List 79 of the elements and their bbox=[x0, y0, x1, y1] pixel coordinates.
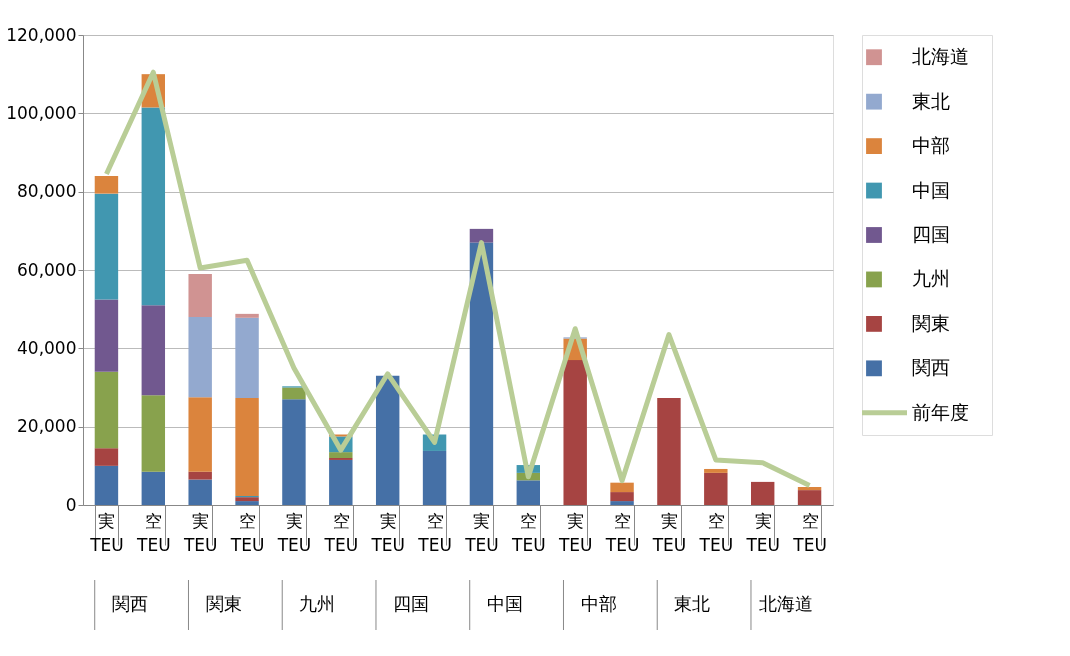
bar bbox=[235, 317, 259, 399]
bar bbox=[329, 452, 353, 458]
legend-label: 中部 bbox=[912, 134, 950, 157]
bar bbox=[469, 242, 494, 505]
x-tick-label: 空 TEU bbox=[323, 510, 359, 555]
x-tick-label: 実 TEU bbox=[89, 510, 124, 555]
bar bbox=[235, 501, 259, 505]
bar bbox=[610, 501, 634, 505]
x-tick-label: 実 TEU bbox=[276, 510, 312, 555]
legend-label: 前年度 bbox=[912, 400, 969, 423]
bar bbox=[94, 448, 119, 466]
x-tick-label: 空 TEU bbox=[417, 510, 452, 555]
bar bbox=[704, 472, 728, 505]
bar bbox=[141, 395, 166, 472]
bar bbox=[797, 486, 822, 491]
text: 東北 bbox=[674, 593, 711, 614]
x-tick-label: 実 TEU bbox=[651, 510, 687, 555]
x-tick-label: 空 TEU bbox=[511, 510, 546, 555]
bar bbox=[141, 305, 166, 396]
legend-label: 中国 bbox=[912, 178, 950, 201]
bar bbox=[375, 375, 400, 505]
bar bbox=[188, 471, 212, 480]
text: 関東 bbox=[205, 593, 242, 614]
bar bbox=[188, 397, 212, 472]
text: 中国 bbox=[486, 593, 523, 614]
bar bbox=[188, 317, 212, 398]
text: 中部 bbox=[580, 593, 617, 614]
bar bbox=[141, 471, 166, 505]
bar bbox=[610, 482, 634, 493]
x-tick-label: 実 TEU bbox=[182, 510, 218, 555]
bar bbox=[94, 465, 119, 505]
bar bbox=[750, 481, 775, 505]
text: 九州 bbox=[299, 593, 336, 614]
y-tick-label: 40,000 bbox=[17, 337, 77, 358]
bar bbox=[610, 492, 634, 502]
bar bbox=[94, 176, 119, 194]
x-tick-label: 実 TEU bbox=[464, 510, 499, 555]
bar bbox=[329, 459, 353, 505]
x-tick-label: 空 TEU bbox=[229, 510, 265, 555]
text: 関西 bbox=[111, 593, 148, 614]
y-tick-label: 60,000 bbox=[17, 259, 77, 280]
legend-label: 関西 bbox=[912, 356, 950, 379]
x-tick-label: 実 TEU bbox=[370, 510, 405, 555]
text: 四国 bbox=[393, 593, 430, 614]
bar bbox=[188, 479, 212, 505]
bar bbox=[235, 398, 259, 496]
y-tick-label: 80,000 bbox=[17, 181, 77, 202]
bar bbox=[188, 273, 212, 317]
x-tick-label: 空 TEU bbox=[136, 510, 171, 555]
bar bbox=[235, 313, 259, 318]
x-tick-label: 空 TEU bbox=[604, 510, 640, 555]
x-tick-label: 実 TEU bbox=[557, 510, 593, 555]
bar bbox=[141, 107, 166, 306]
x-tick-label: 空 TEU bbox=[792, 510, 827, 555]
bar bbox=[657, 398, 681, 505]
text: 北海道 bbox=[759, 593, 814, 614]
bar bbox=[94, 193, 119, 300]
y-tick-label: 120,000 bbox=[6, 24, 77, 45]
legend-label: 九州 bbox=[912, 267, 950, 290]
y-tick-label: 20,000 bbox=[17, 416, 77, 437]
bar bbox=[94, 299, 119, 372]
legend-label: 北海道 bbox=[912, 45, 969, 68]
y-tick-label: 100,000 bbox=[6, 102, 77, 123]
bar bbox=[563, 360, 587, 505]
x-tick-label: 空 TEU bbox=[698, 510, 734, 555]
bar bbox=[797, 490, 822, 505]
bar bbox=[282, 399, 306, 505]
legend-label: 関東 bbox=[912, 311, 950, 334]
bar bbox=[704, 468, 728, 473]
bar bbox=[422, 450, 447, 505]
bar bbox=[282, 387, 306, 400]
x-tick-label: 実 TEU bbox=[745, 510, 780, 555]
bar bbox=[469, 228, 494, 243]
bar bbox=[516, 480, 541, 505]
bar bbox=[94, 371, 119, 449]
legend-label: 四国 bbox=[912, 223, 950, 245]
bar bbox=[235, 497, 259, 502]
legend-label: 東北 bbox=[912, 89, 950, 112]
y-tick-label: 0 bbox=[65, 494, 77, 515]
